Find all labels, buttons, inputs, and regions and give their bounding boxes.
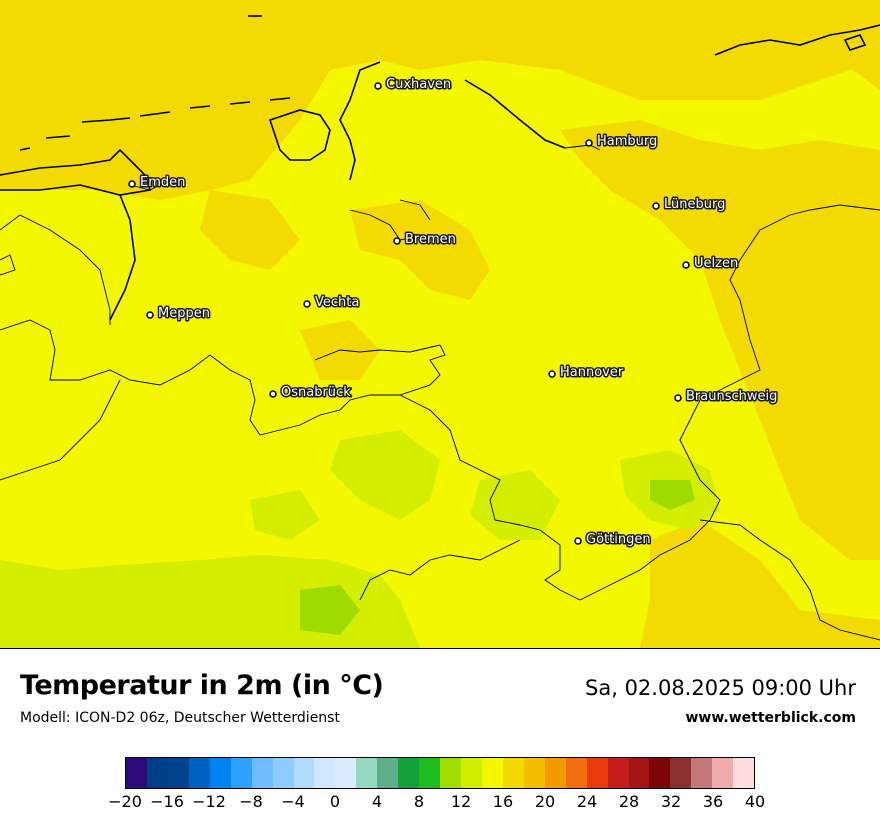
model-info: Modell: ICON-D2 06z, Deutscher Wetterdie… — [20, 710, 340, 726]
city-cuxhaven: Cuxhaven — [374, 76, 453, 94]
city-vechta: Vechta — [303, 294, 361, 312]
colorbar-tick-label: 36 — [702, 792, 724, 811]
temperature-map: Cuxhaven Hamburg Emden Lüneburg Bremen U… — [0, 0, 880, 649]
colorbar-tick-label: −12 — [192, 792, 226, 811]
city-label-hannover: Hannover — [560, 365, 624, 380]
colorbar-segment — [586, 758, 608, 788]
temperature-field-warm — [0, 0, 880, 648]
city-hannover: Hannover — [548, 364, 625, 382]
colorbar-segment — [251, 758, 273, 788]
colorbar-segment — [544, 758, 566, 788]
colorbar-segment — [293, 758, 315, 788]
colorbar-segment — [565, 758, 587, 788]
state-borders — [0, 144, 880, 641]
colorbar-segment — [419, 758, 441, 788]
city-hamburg: Hamburg — [585, 133, 659, 151]
colorbar-tick-label: −16 — [150, 792, 184, 811]
city-label-vechta: Vechta — [315, 295, 359, 310]
colorbar-segment — [230, 758, 252, 788]
map-title: Temperatur in 2m (in °C) — [20, 670, 384, 701]
colorbar-segment — [209, 758, 231, 788]
temperature-colorbar — [125, 757, 755, 789]
colorbar-segment — [377, 758, 399, 788]
website-label: www.wetterblick.com — [685, 710, 857, 726]
colorbar-tick-label: 28 — [618, 792, 640, 811]
colorbar-tick-label: 12 — [450, 792, 472, 811]
city-emden: Emden — [128, 174, 187, 192]
city-bremen: Bremen — [393, 231, 457, 249]
colorbar-tick-label: 16 — [492, 792, 514, 811]
colorbar-tick-label: 32 — [660, 792, 682, 811]
colorbar-segment — [670, 758, 692, 788]
city-label-osnabrueck: Osnabrück — [281, 385, 351, 400]
city-label-meppen: Meppen — [158, 306, 210, 321]
colorbar-segment — [167, 758, 189, 788]
colorbar-tick-label: −8 — [239, 792, 263, 811]
colorbar-tick-label: 40 — [744, 792, 766, 811]
city-meppen: Meppen — [146, 305, 211, 323]
temperature-field-cooler — [300, 480, 695, 635]
city-label-cuxhaven: Cuxhaven — [386, 77, 451, 92]
colorbar-tick-label: −20 — [108, 792, 142, 811]
colorbar-tick-label: 20 — [534, 792, 556, 811]
coastline — [0, 15, 880, 321]
colorbar-tick-label: 8 — [413, 792, 425, 811]
city-label-emden: Emden — [140, 175, 185, 190]
colorbar-segment — [126, 758, 147, 788]
colorbar-segment — [272, 758, 294, 788]
city-label-lueneburg: Lüneburg — [664, 197, 725, 212]
colorbar-segment — [461, 758, 482, 788]
colorbar-segment — [398, 758, 420, 788]
colorbar-segment — [628, 758, 650, 788]
colorbar-segment — [607, 758, 629, 788]
colorbar-segment — [314, 758, 336, 788]
colorbar-segment — [523, 758, 545, 788]
colorbar-tick-label: −4 — [281, 792, 305, 811]
city-osnabrueck: Osnabrück — [269, 384, 353, 402]
colorbar-segment — [691, 758, 713, 788]
colorbar-segment — [356, 758, 378, 788]
city-lueneburg: Lüneburg — [652, 196, 727, 214]
city-label-hamburg: Hamburg — [597, 134, 657, 149]
colorbar-tick-label: 0 — [329, 792, 341, 811]
colorbar-segment — [188, 758, 210, 788]
city-uelzen: Uelzen — [682, 255, 740, 273]
colorbar-segment — [481, 758, 503, 788]
city-label-braunschweig: Braunschweig — [686, 389, 777, 404]
colorbar-segment — [502, 758, 524, 788]
city-goettingen: Göttingen — [574, 531, 652, 549]
colorbar-tick-label: 24 — [576, 792, 598, 811]
colorbar-segment — [440, 758, 461, 788]
colorbar-segment — [335, 758, 357, 788]
colorbar-tick-labels: −20 −16 −12 −8 −4 0 4 8 12 16 20 24 28 32 36 40 — [108, 792, 765, 822]
colorbar-segment — [649, 758, 671, 788]
city-label-goettingen: Göttingen — [586, 532, 651, 547]
map-canvas: Cuxhaven Hamburg Emden Lüneburg Bremen U… — [0, 0, 880, 648]
city-braunschweig: Braunschweig — [674, 388, 779, 406]
colorbar-segment — [712, 758, 734, 788]
colorbar-segment — [146, 758, 168, 788]
city-label-bremen: Bremen — [405, 232, 456, 247]
colorbar-segment — [733, 758, 755, 788]
city-label-uelzen: Uelzen — [694, 256, 738, 271]
forecast-datetime: Sa, 02.08.2025 09:00 Uhr — [585, 676, 856, 700]
colorbar-tick-label: 4 — [371, 792, 383, 811]
